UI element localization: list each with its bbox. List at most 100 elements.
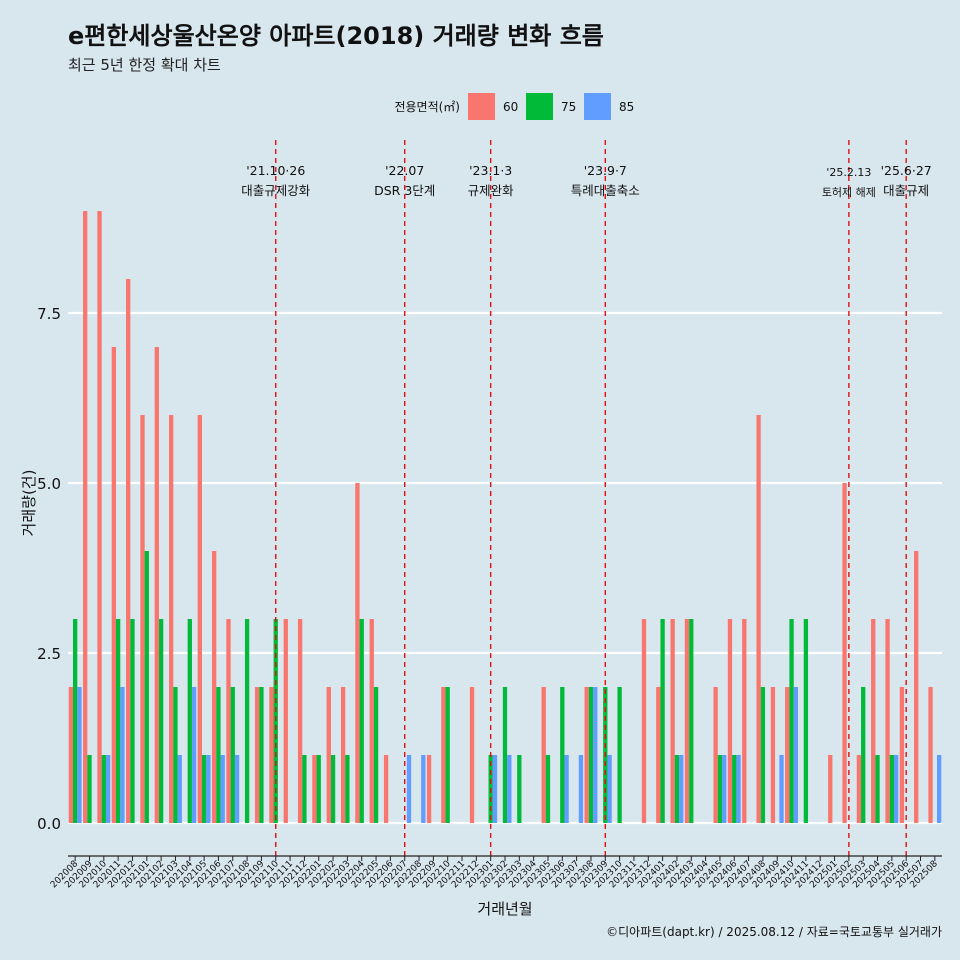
bar — [206, 755, 211, 823]
y-tick-label: 0.0 — [37, 815, 61, 833]
bar — [674, 755, 680, 823]
bar — [406, 755, 412, 823]
legend-label: 75 — [561, 100, 576, 114]
bar — [226, 619, 231, 823]
bar — [607, 755, 612, 823]
bar — [426, 755, 432, 823]
bar — [742, 619, 747, 823]
bar — [297, 619, 303, 823]
x-axis-label: 거래년월 — [477, 900, 532, 918]
event-date-label: '23.1·3 — [469, 163, 512, 178]
event-description-label: 특례대출축소 — [571, 183, 640, 198]
bar — [717, 755, 723, 823]
bar — [727, 619, 733, 823]
bar — [889, 755, 894, 823]
bar — [312, 755, 317, 823]
event-date-label: '25.2.13 — [826, 166, 871, 179]
bar — [588, 687, 594, 823]
bar — [283, 619, 288, 823]
bar — [126, 279, 131, 823]
x-axis-ticks: 2020082020092020102020112020122021012021… — [49, 856, 940, 890]
bar — [373, 687, 379, 823]
bar — [936, 755, 942, 823]
bar — [564, 755, 569, 823]
y-tick-label: 2.5 — [37, 645, 61, 663]
bar — [789, 619, 794, 823]
bar — [234, 755, 240, 823]
bar — [87, 755, 92, 823]
bar — [244, 619, 250, 823]
bar — [578, 755, 584, 823]
event-description-label: 대출규제강화 — [241, 183, 311, 198]
bar — [689, 619, 694, 823]
bar — [77, 687, 82, 823]
legend-swatch — [526, 93, 553, 120]
bar — [541, 687, 546, 823]
bar — [197, 415, 202, 823]
event-date-label: '25.6·27 — [881, 163, 932, 178]
bar — [158, 619, 164, 823]
bar — [828, 755, 833, 823]
bar — [105, 755, 111, 823]
bar — [842, 483, 847, 823]
bar — [785, 687, 790, 823]
event-date-label: '23.9·7 — [584, 163, 627, 178]
bar — [154, 347, 159, 823]
bar — [73, 619, 78, 823]
bar — [684, 619, 690, 823]
bar — [254, 687, 260, 823]
bar — [560, 687, 565, 823]
bar — [899, 687, 905, 823]
bar — [216, 687, 221, 823]
legend-label: 60 — [503, 100, 518, 114]
bar — [713, 687, 718, 823]
bar — [770, 687, 776, 823]
bar — [914, 551, 919, 823]
event-description-label: DSR 3단계 — [374, 183, 435, 198]
bar — [660, 619, 665, 823]
bar — [928, 687, 933, 823]
legend: 전용면적(㎡) 60 75 85 — [394, 93, 634, 120]
bar — [517, 755, 522, 823]
bar — [861, 687, 866, 823]
bar — [140, 415, 145, 823]
legend-label: 85 — [619, 100, 634, 114]
bar — [779, 755, 784, 823]
event-markers: '21.10·26 대출규제강화 '22.07 DSR 3단계 '23.1·3 규제완화 '… — [241, 140, 932, 856]
bar — [83, 211, 88, 823]
bar — [191, 687, 197, 823]
y-tick-label: 5.0 — [37, 475, 61, 493]
bar — [736, 755, 741, 823]
event-description-label: 규제완화 — [468, 183, 515, 198]
event-date-label: '21.10·26 — [246, 163, 305, 178]
bar — [230, 687, 235, 823]
bar — [359, 619, 364, 823]
bar — [545, 755, 551, 823]
bar — [201, 755, 207, 823]
bar — [101, 755, 106, 823]
bar — [507, 755, 512, 823]
bar — [445, 687, 450, 823]
bar — [173, 687, 178, 823]
y-tick-label: 7.5 — [37, 305, 61, 323]
bar — [345, 755, 350, 823]
bar — [641, 619, 647, 823]
bars — [68, 211, 942, 823]
bar — [187, 619, 192, 823]
y-axis-tick-labels: 0.0 2.5 5.0 7.5 — [37, 305, 61, 833]
bar — [593, 687, 598, 823]
bar — [670, 619, 675, 823]
bar — [302, 755, 307, 823]
bar — [441, 687, 446, 823]
chart-subtitle: 최근 5년 한정 확대 차트 — [68, 56, 221, 74]
bar — [111, 347, 116, 823]
bar — [871, 619, 876, 823]
bar — [326, 687, 331, 823]
bar — [760, 687, 766, 823]
bar — [492, 755, 498, 823]
bar — [756, 415, 761, 823]
bar — [656, 687, 661, 823]
bar — [421, 755, 426, 823]
legend-swatch — [584, 93, 611, 120]
